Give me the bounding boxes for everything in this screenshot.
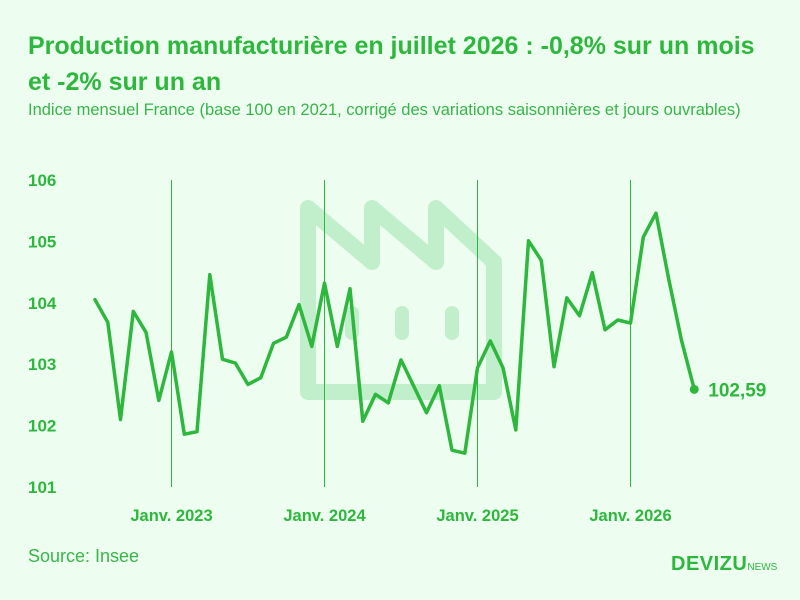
series-group: 102,59: [93, 211, 766, 455]
source-note: Source: Insee: [28, 546, 140, 566]
year-gridlines: [171, 180, 631, 487]
x-tick-label: Janv. 2025: [436, 507, 518, 525]
y-tick-label: 105: [28, 232, 56, 251]
series-line: [93, 211, 697, 455]
y-tick-label: 104: [28, 294, 57, 313]
brand-name: DEVIZU: [671, 553, 748, 575]
y-tick-label: 103: [28, 355, 56, 374]
brand-suffix: NEWS: [747, 562, 778, 573]
chart-subtitle: Indice mensuel France (base 100 en 2021,…: [28, 101, 741, 119]
y-tick-label: 102: [28, 417, 56, 436]
x-tick-label: Janv. 2026: [589, 507, 671, 525]
brand-logo: DEVIZUNEWS: [671, 553, 777, 576]
last-point-marker: [689, 384, 699, 394]
y-tick-label: 106: [28, 171, 56, 190]
y-tick-label: 101: [28, 478, 56, 497]
chart-title: Production manufacturière en juillet 202…: [28, 32, 755, 96]
x-axis: Janv. 2023 Janv. 2024 Janv. 2025 Janv. 2026: [130, 507, 671, 525]
last-value-label: 102,59: [708, 380, 766, 401]
y-axis: 101 102 103 104 105 106: [28, 171, 57, 497]
x-tick-label: Janv. 2024: [283, 507, 366, 525]
x-tick-label: Janv. 2023: [130, 507, 212, 525]
